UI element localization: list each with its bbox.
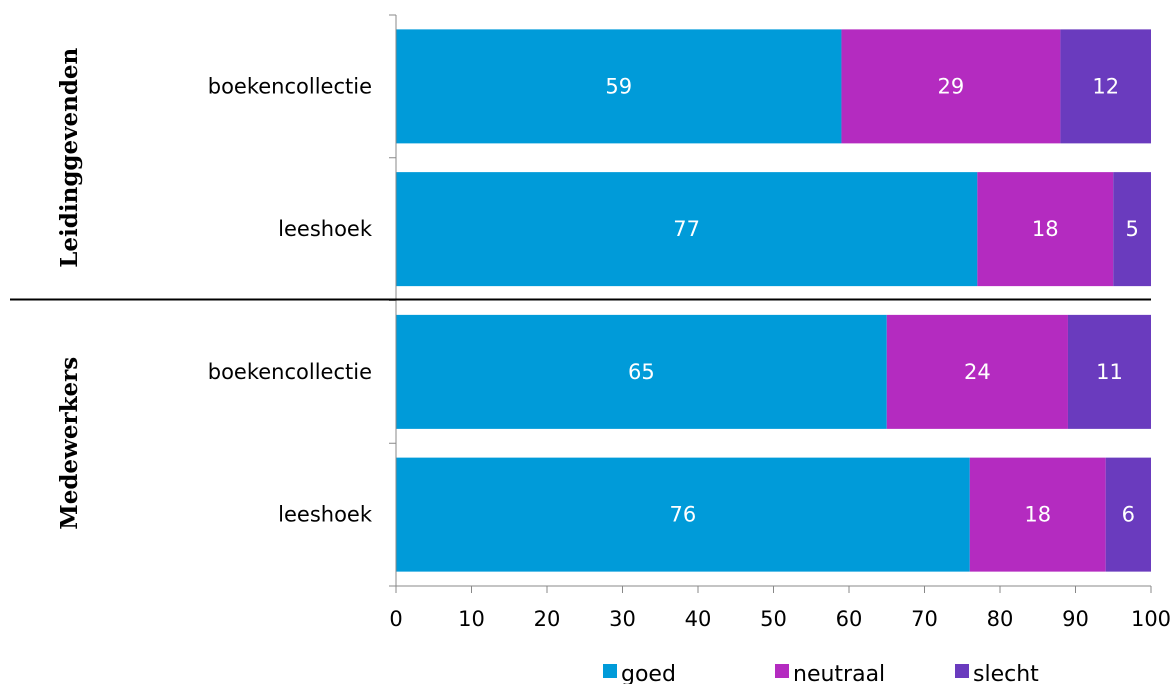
legend-label: slecht [973, 662, 1039, 684]
x-tick-label: 50 [760, 607, 787, 631]
x-tick-label: 70 [911, 607, 938, 631]
x-tick-label: 40 [685, 607, 712, 631]
legend-swatch-goed [603, 664, 617, 678]
bar-goed [396, 457, 970, 572]
bar-value-label: 59 [605, 74, 632, 98]
category-label: leeshoek [278, 217, 373, 241]
x-tick-label: 90 [1062, 607, 1089, 631]
bar-slecht [1060, 29, 1151, 144]
bar-goed [396, 314, 887, 429]
x-tick-label: 80 [987, 607, 1014, 631]
x-tick-label: 0 [389, 607, 402, 631]
legend-label: goed [621, 662, 676, 684]
x-tick-label: 30 [609, 607, 636, 631]
bar-value-label: 6 [1122, 503, 1135, 527]
bar-value-label: 18 [1024, 503, 1051, 527]
x-tick-label: 20 [534, 607, 561, 631]
legend-swatch-slecht [955, 664, 969, 678]
bar-value-label: 76 [670, 503, 697, 527]
category-label: leeshoek [278, 503, 373, 527]
bar-value-label: 77 [673, 217, 700, 241]
bar-slecht [1067, 314, 1151, 429]
bar-slecht [1113, 172, 1151, 287]
bar-value-label: 29 [938, 74, 965, 98]
bar-value-label: 11 [1096, 360, 1123, 384]
x-tick-label: 10 [458, 607, 485, 631]
bar-slecht [1105, 457, 1151, 572]
legend-swatch-neutraal [775, 664, 789, 678]
legend-label: neutraal [793, 662, 885, 684]
bar-neutraal [977, 172, 1114, 287]
group-label: Leidinggevenden [56, 47, 83, 267]
x-tick-label: 60 [836, 607, 863, 631]
bar-value-label: 5 [1125, 217, 1138, 241]
bar-value-label: 24 [964, 360, 991, 384]
bar-neutraal [841, 29, 1061, 144]
category-label: boekencollectie [208, 360, 372, 384]
bar-neutraal [969, 457, 1106, 572]
category-label: boekencollectie [208, 74, 372, 98]
bar-goed [396, 29, 842, 144]
group-label: Medewerkers [56, 357, 83, 530]
bar-neutraal [886, 314, 1068, 429]
bar-value-label: 18 [1032, 217, 1059, 241]
bar-goed [396, 172, 978, 287]
bar-value-label: 12 [1092, 74, 1119, 98]
x-tick-label: 100 [1131, 607, 1171, 631]
bar-value-label: 65 [628, 360, 655, 384]
